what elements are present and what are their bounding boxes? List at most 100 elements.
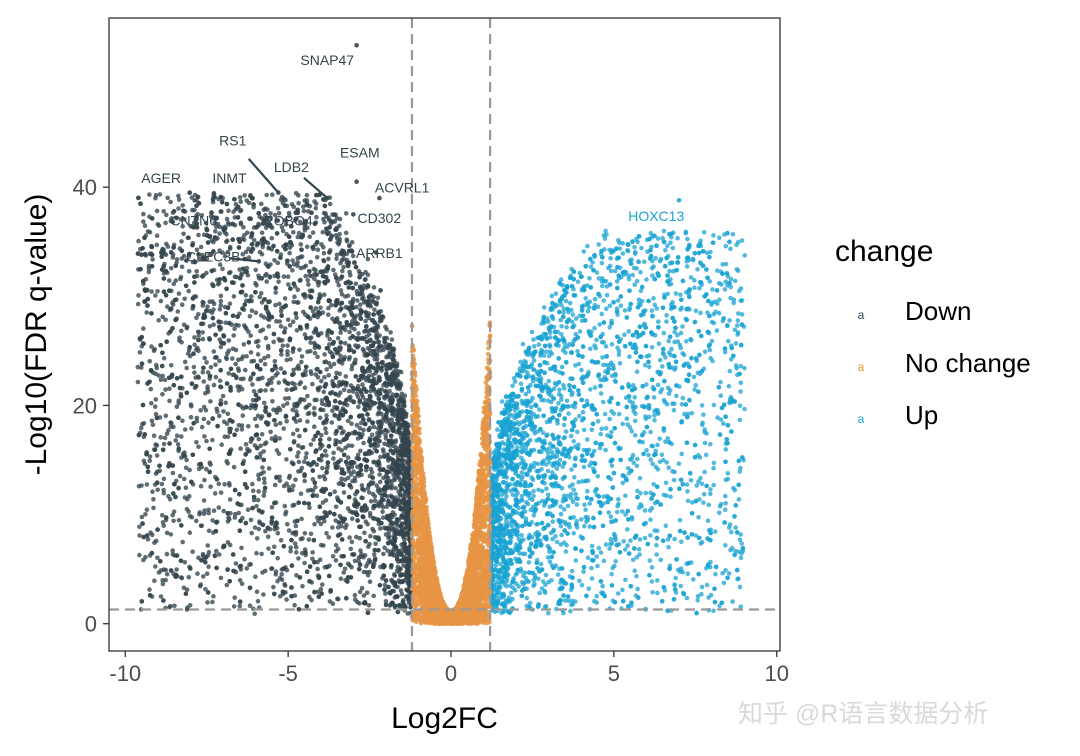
point-down	[137, 524, 142, 530]
point-down	[296, 607, 302, 612]
point-down	[230, 346, 236, 352]
point-down	[302, 292, 307, 297]
point-down	[177, 473, 183, 479]
point-down	[224, 582, 230, 588]
point-down	[283, 242, 289, 248]
point-down	[299, 354, 305, 359]
point-down	[381, 475, 386, 481]
point-down	[376, 396, 382, 401]
point-down	[276, 210, 282, 216]
point-down	[372, 557, 378, 563]
point-down	[225, 511, 230, 516]
point-down	[227, 301, 233, 307]
point-down	[346, 494, 352, 500]
point-down	[394, 461, 400, 466]
point-down	[203, 555, 209, 560]
point-down	[395, 467, 400, 472]
point-down	[168, 306, 174, 312]
point-down	[343, 525, 348, 531]
point-down	[261, 207, 267, 212]
point-down	[275, 274, 281, 279]
point-down	[314, 254, 320, 260]
point-down	[176, 446, 182, 452]
point-down	[403, 502, 409, 507]
point-down	[399, 452, 405, 458]
point-down	[338, 390, 343, 396]
point-down	[326, 573, 332, 579]
point-down	[344, 237, 350, 242]
point-down	[364, 389, 369, 394]
point-down	[263, 529, 268, 534]
point-down	[366, 557, 372, 563]
point-down	[388, 513, 393, 518]
point-down	[339, 292, 345, 297]
point-down	[168, 199, 173, 205]
point-down	[154, 233, 160, 238]
point-down	[333, 303, 339, 308]
point-down	[360, 514, 366, 519]
point-down	[327, 336, 333, 342]
point-down	[366, 490, 372, 495]
point-down	[218, 298, 224, 304]
point-down	[163, 577, 168, 583]
point-down	[279, 313, 284, 318]
point-down	[349, 421, 354, 427]
point-down	[183, 485, 189, 491]
point-down	[320, 273, 326, 279]
point-down	[313, 205, 319, 211]
point-down	[355, 452, 361, 458]
point-down	[371, 593, 377, 599]
point-down	[164, 571, 170, 577]
point-down	[320, 582, 325, 587]
point-down	[322, 279, 327, 285]
point-down	[159, 363, 165, 369]
point-down	[253, 310, 259, 316]
point-down	[370, 475, 376, 480]
point-down	[332, 413, 338, 418]
point-down	[395, 417, 400, 423]
point-down	[190, 296, 196, 301]
point-down	[346, 388, 352, 394]
point-down	[284, 457, 289, 462]
point-down	[330, 525, 335, 530]
point-down	[305, 314, 311, 320]
point-down	[187, 530, 193, 535]
point-down	[149, 550, 155, 556]
point-down	[269, 192, 275, 197]
point-down	[239, 581, 245, 587]
point-down	[288, 286, 293, 291]
point-down	[137, 533, 142, 538]
point-down	[259, 230, 265, 236]
point-down	[275, 530, 281, 536]
point-down	[335, 525, 341, 530]
point-down	[357, 562, 363, 567]
point-down	[266, 466, 272, 471]
point-down	[282, 582, 287, 587]
point-down	[359, 308, 364, 314]
point-down	[291, 204, 297, 210]
point-down	[169, 372, 175, 378]
point-down	[250, 195, 255, 201]
point-down	[200, 274, 205, 279]
point-down	[213, 332, 218, 338]
point-down	[136, 238, 141, 244]
point-down	[373, 541, 378, 547]
point-down	[232, 515, 238, 520]
point-down	[196, 444, 201, 450]
point-down	[343, 230, 349, 236]
point-down	[296, 200, 301, 206]
point-down	[279, 577, 285, 582]
point-down	[218, 384, 223, 390]
point-down	[298, 536, 304, 542]
point-down	[152, 578, 157, 584]
point-down	[372, 401, 378, 406]
point-down	[398, 588, 404, 593]
point-down	[365, 272, 371, 278]
point-down	[284, 597, 289, 602]
point-down	[140, 421, 145, 427]
point-down	[200, 336, 206, 342]
point-down	[256, 489, 261, 494]
point-down	[187, 344, 192, 350]
point-down	[154, 480, 160, 486]
point-down	[262, 485, 268, 491]
